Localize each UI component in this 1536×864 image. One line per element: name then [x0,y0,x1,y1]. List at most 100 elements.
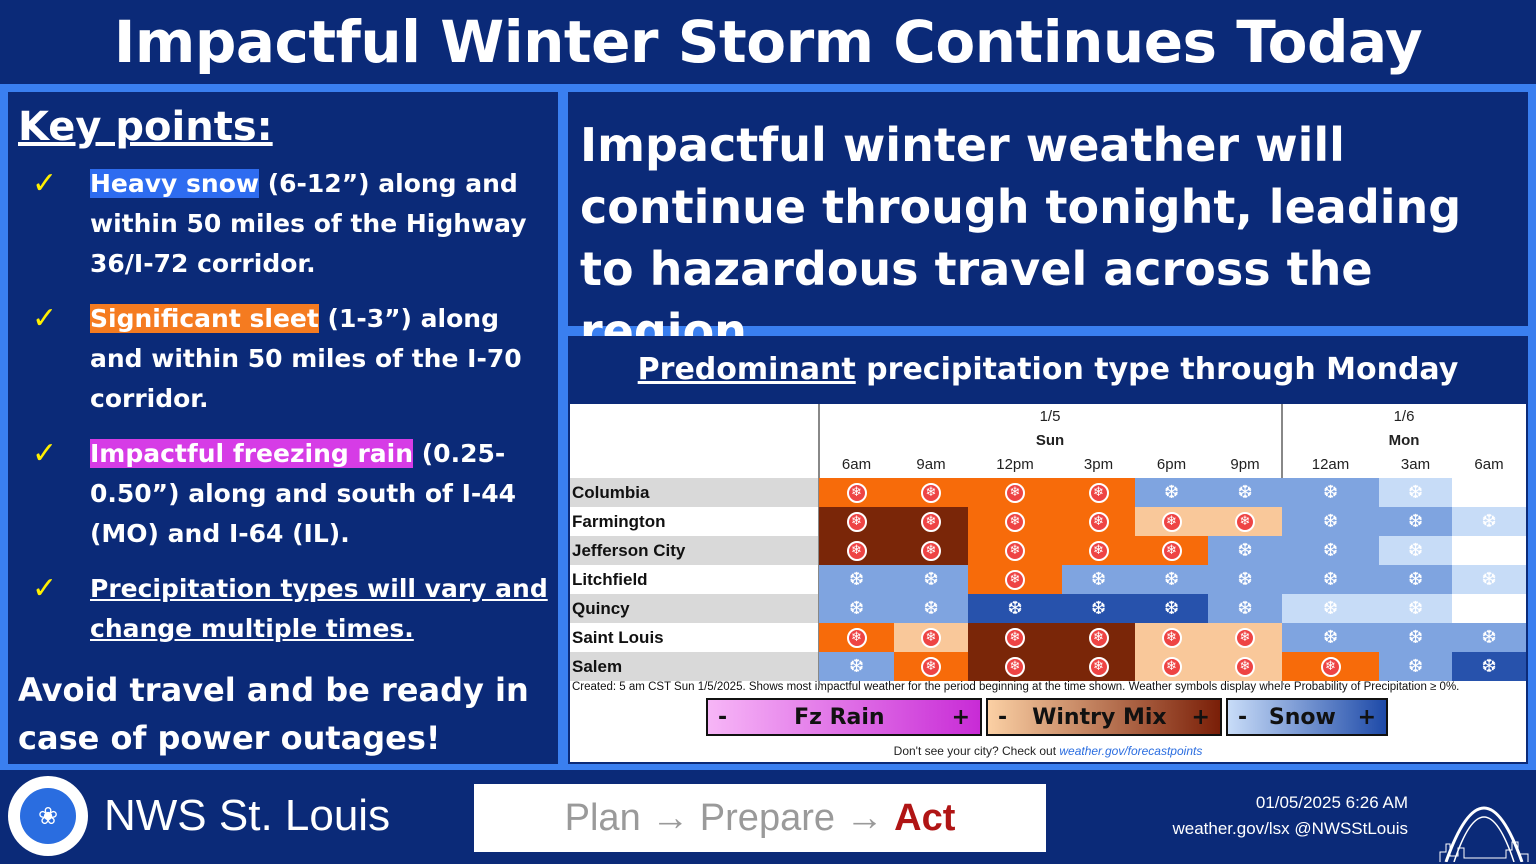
city-label: Columbia [570,478,818,507]
precip-cell: ❄ [1062,652,1135,681]
legend-fz-rain: - Fz Rain + [706,698,982,736]
precip-cell: ❄ [894,623,968,652]
key-point-vary: ✓ Precipitation types will vary and chan… [18,569,548,649]
precip-cell: ❄ [968,565,1062,594]
wintry-mix-icon: ❄ [921,511,941,532]
precip-cell: ❆ [894,565,968,594]
precip-cell: ❆ [1379,652,1452,681]
legend-plus: + [951,704,970,730]
date-header: 1/6 [1393,408,1415,425]
precip-cell: ❆ [1062,594,1135,623]
precip-cell: ❄ [1135,507,1208,536]
snowflake-icon: ❆ [1007,597,1023,619]
precip-cell: ❄ [968,652,1062,681]
snowflake-icon: ❆ [1237,597,1253,619]
forecastpoints-link[interactable]: weather.gov/forecastpoints [1059,744,1203,758]
city-label: Saint Louis [570,623,818,652]
precip-cell: ❆ [1379,478,1452,507]
snowflake-icon: ❆ [1481,510,1497,532]
legend-plus: + [1357,704,1376,730]
precip-cell: ❄ [1062,536,1135,565]
highlight-sleet: Significant sleet [90,304,319,333]
wintry-mix-icon: ❄ [921,482,941,503]
wintry-mix-icon: ❄ [1235,511,1255,532]
key-point-text: (6-12”) along and within 50 miles of the… [90,169,527,278]
wintry-mix-icon: ❄ [1235,627,1255,648]
contact-info: weather.gov/lsx @NWSStLouis [1172,819,1408,838]
time-header: 6pm [1156,456,1187,473]
wintry-mix-icon: ❄ [1005,511,1025,532]
precip-cell: ❆ [1452,507,1526,536]
precip-cell: ❄ [819,478,894,507]
precip-cell: ❆ [1282,507,1379,536]
plan-prepare-text: Plan → Prepare → [564,797,895,839]
snowflake-icon: ❆ [923,568,939,590]
snowflake-icon: ❆ [1481,655,1497,677]
precip-cell: ❆ [1452,652,1526,681]
wintry-mix-icon: ❄ [1088,540,1109,561]
precip-cell: ❆ [819,565,894,594]
gateway-arch-icon [1439,806,1529,862]
snowflake-icon: ❆ [1322,539,1339,561]
time-header: 9pm [1230,456,1260,473]
wintry-mix-icon: ❄ [1005,656,1025,677]
highlight-freezing-rain: Impactful freezing rain [90,439,414,468]
precip-cell: ❆ [1135,478,1208,507]
time-header: 12am [1311,456,1350,473]
wintry-mix-icon: ❄ [921,627,941,648]
day-header: Mon [1388,432,1420,449]
precip-cell: ❄ [1282,652,1379,681]
precip-cell: ❆ [1452,623,1526,652]
plan-prepare-act: Plan → Prepare → Act [474,784,1046,852]
day-header: Sun [1035,432,1065,449]
snowflake-icon: ❆ [1237,539,1253,561]
precip-cell: ❆ [1379,565,1452,594]
precip-cell: ❄ [819,623,894,652]
precip-cell: ❄ [1208,507,1282,536]
snowflake-icon: ❆ [1407,568,1424,590]
footer: ❀ NWS St. Louis Plan → Prepare → Act 01/… [0,770,1536,864]
highlight-heavy-snow: Heavy snow [90,169,259,198]
city-label: Farmington [570,507,818,536]
snowflake-icon: ❆ [1090,597,1107,619]
city-label: Salem [570,652,818,681]
wintry-mix-icon: ❄ [1088,656,1109,677]
wintry-mix-icon: ❄ [1005,627,1025,648]
wintry-mix-icon: ❄ [1161,540,1182,561]
snowflake-icon: ❆ [1322,597,1339,619]
time-header: 6am [841,456,872,473]
key-points-list: ✓ Heavy snow (6-12”) along and within 50… [18,164,548,649]
precip-cell: ❄ [819,536,894,565]
snowflake-icon: ❆ [1237,481,1253,503]
legend-snow: - Snow + [1226,698,1388,736]
precip-cell: ❆ [1208,594,1282,623]
wintry-mix-icon: ❄ [1161,656,1182,677]
snowflake-icon: ❆ [848,655,865,677]
nws-logo: ❀ [8,776,88,856]
city-label: Quincy [570,594,818,623]
legend-wintry-mix: - Wintry Mix + [986,698,1222,736]
check-icon: ✓ [32,571,58,606]
snowflake-icon: ❆ [1481,568,1497,590]
snowflake-icon: ❆ [1407,481,1424,503]
precip-cell: ❆ [1135,594,1208,623]
precip-cell: ❆ [819,594,894,623]
wintry-mix-icon: ❄ [1088,482,1109,503]
precip-cell: ❄ [968,507,1062,536]
dont-see-note: Don't see your city? Check out weather.g… [570,744,1526,758]
created-note: Created: 5 am CST Sun 1/5/2025. Shows mo… [572,681,1460,693]
act-text: Act [894,797,956,839]
wintry-mix-icon: ❄ [1320,656,1341,677]
wintry-mix-icon: ❄ [1088,627,1109,648]
precip-cell: ❆ [1379,536,1452,565]
legend-label: Snow [1268,704,1336,730]
time-header: 12pm [996,456,1034,473]
city-label: Litchfield [570,565,818,594]
wintry-mix-icon: ❄ [1088,511,1109,532]
precip-cell: ❄ [894,536,968,565]
precip-cell: ❆ [1282,594,1379,623]
snowflake-icon: ❆ [1407,626,1424,648]
key-points-footer: Avoid travel and be ready in case of pow… [18,671,529,757]
office-name: NWS St. Louis [104,791,391,840]
summary-text: Impactful winter weather will continue t… [568,92,1528,358]
